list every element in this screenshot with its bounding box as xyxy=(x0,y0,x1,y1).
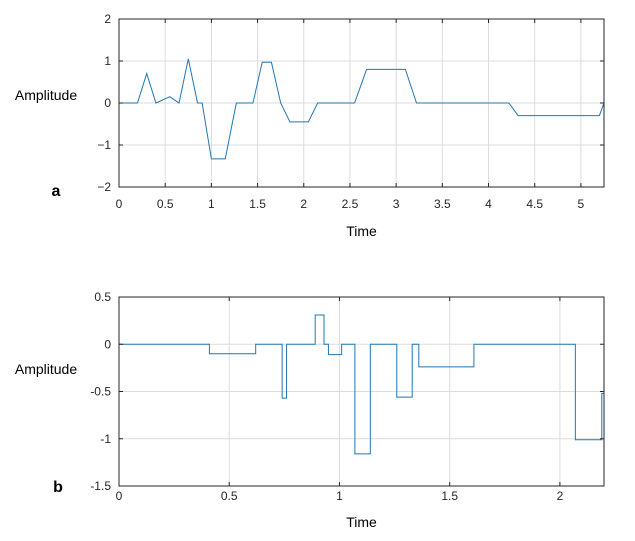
x-tick-label: 5 xyxy=(578,197,585,211)
y-tick-label: −2 xyxy=(97,180,111,194)
y-tick-label: -1.5 xyxy=(90,479,111,493)
y-tick-label: -1 xyxy=(100,432,111,446)
y-tick-label: 0 xyxy=(104,96,111,110)
panel-label: a xyxy=(52,183,61,200)
series-line xyxy=(119,58,605,160)
x-tick-label: 0.5 xyxy=(221,489,238,503)
panel-a: 0 0.5 1 1.5 2 2.5 3 3.5 4 4.5 5 2 1 0 −1 −2 Time Amplitud… xyxy=(15,12,605,239)
y-tick-label: -0.5 xyxy=(90,385,111,399)
y-tick-label: 2 xyxy=(104,12,111,26)
y-axis-label: Amplitude xyxy=(15,87,77,103)
x-tick-label: 1.5 xyxy=(441,489,458,503)
x-tick-label: 1 xyxy=(336,489,343,503)
x-tick-label: 0 xyxy=(116,489,123,503)
y-tick-label: 1 xyxy=(104,54,111,68)
series-line xyxy=(119,314,604,455)
x-axis-label: Time xyxy=(346,514,377,530)
y-tick-label: −1 xyxy=(97,138,111,152)
x-tick-label: 1 xyxy=(208,197,215,211)
x-tick-label: 2 xyxy=(300,197,307,211)
x-tick-label: 2.5 xyxy=(342,197,359,211)
y-axis-label: Amplitude xyxy=(15,361,77,377)
x-tick-label: 3 xyxy=(393,197,400,211)
x-tick-label: 0.5 xyxy=(157,197,174,211)
x-tick-label: 4.5 xyxy=(526,197,543,211)
y-tick-label: 0.5 xyxy=(94,290,111,304)
y-tick-label: 0 xyxy=(104,337,111,351)
x-tick-label: 0 xyxy=(116,197,123,211)
x-tick-label: 1.5 xyxy=(249,197,266,211)
x-tick-label: 4 xyxy=(485,197,492,211)
x-axis-label: Time xyxy=(346,223,377,239)
panel-b: 0 0.5 1 1.5 2 0.5 0 -0.5 -1 -1.5 Time Amplitude b xyxy=(15,290,605,530)
x-tick-label: 3.5 xyxy=(434,197,451,211)
panel-label: b xyxy=(53,479,63,496)
x-tick-label: 2 xyxy=(557,489,564,503)
